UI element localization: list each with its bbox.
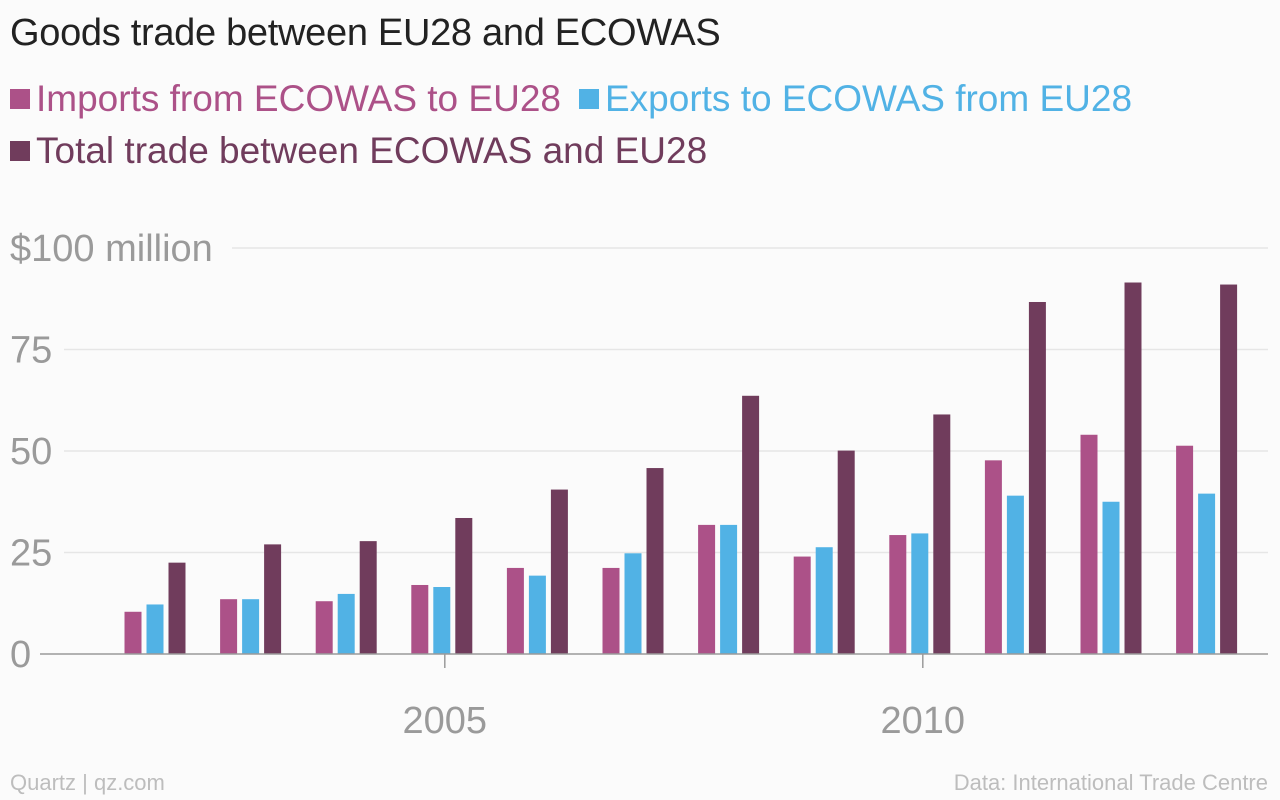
bar: [146, 604, 164, 654]
bar: [1006, 495, 1024, 654]
legend-item: Imports from ECOWAS to EU28: [10, 78, 561, 120]
bar: [1028, 301, 1046, 654]
bar: [264, 544, 282, 654]
bar: [837, 450, 855, 654]
legend-swatch: [10, 141, 30, 161]
bar: [602, 567, 620, 654]
bar: [220, 599, 238, 654]
legend-item: Exports to ECOWAS from EU28: [578, 78, 1133, 120]
legend-item: Total trade between ECOWAS and EU28: [10, 130, 707, 172]
bar: [933, 414, 951, 654]
y-tick-label: 75: [10, 330, 52, 372]
bar: [455, 517, 473, 654]
bar: [1080, 434, 1098, 654]
bar: [624, 553, 642, 654]
source-text: Data: International Trade Centre: [953, 770, 1268, 795]
chart-legend: Imports from ECOWAS to EU28 Exports to EC…: [10, 78, 1270, 172]
y-tick-label: 0: [10, 634, 31, 676]
bar: [742, 395, 760, 654]
bar: [1102, 501, 1120, 654]
legend-swatch: [10, 89, 30, 109]
legend-label: Exports to ECOWAS from EU28: [604, 78, 1133, 119]
bar: [1124, 282, 1142, 654]
bar: [315, 601, 333, 654]
bar: [506, 567, 524, 654]
bar: [646, 468, 664, 654]
credit-text: Quartz | qz.com: [10, 770, 165, 795]
bar: [242, 599, 260, 654]
bar: [793, 556, 811, 654]
bar: [168, 562, 186, 654]
chart-title: Goods trade between EU28 and ECOWAS: [10, 12, 721, 54]
bar: [815, 547, 833, 654]
bar: [1198, 493, 1216, 654]
y-tick-label: 50: [10, 431, 52, 473]
bar: [550, 489, 568, 654]
bar: [698, 524, 716, 654]
legend-label: Total trade between ECOWAS and EU28: [36, 130, 708, 171]
bar: [124, 611, 142, 654]
bar: [433, 587, 451, 654]
bar: [359, 541, 377, 654]
legend-label: Imports from ECOWAS to EU28: [36, 78, 561, 119]
y-tick-label: 25: [10, 533, 52, 575]
bar: [528, 575, 546, 654]
legend-swatch: [578, 89, 599, 109]
x-tick-label: 2005: [403, 700, 488, 742]
bar: [889, 535, 907, 654]
y-tick-label: $100 million: [10, 228, 213, 270]
bar: [1176, 445, 1194, 654]
x-tick-label: 2010: [881, 700, 966, 742]
bar: [911, 533, 929, 654]
bar: [411, 584, 429, 654]
bar: [984, 460, 1002, 654]
bar: [337, 593, 355, 654]
bar: [1220, 284, 1238, 654]
bar: [720, 524, 738, 654]
